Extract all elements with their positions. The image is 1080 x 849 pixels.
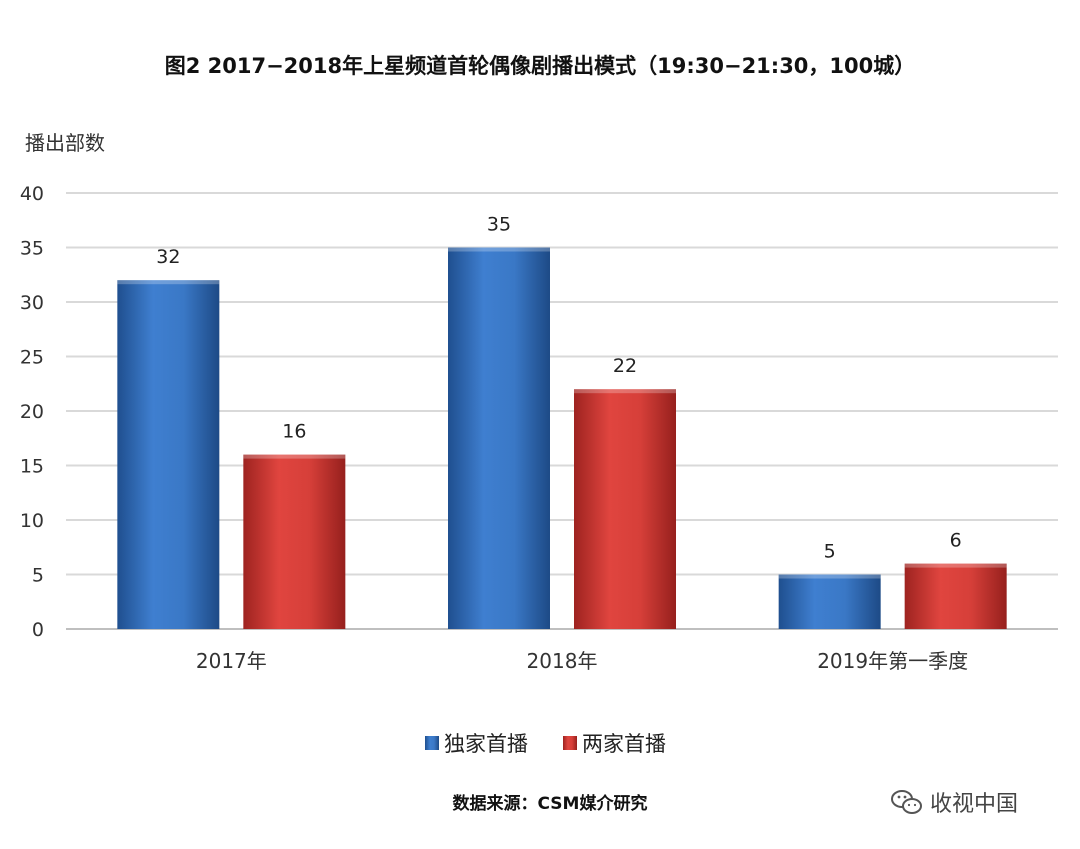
data-label: 32	[156, 246, 180, 268]
bar-dual-2	[574, 389, 676, 629]
bar-highlight	[243, 454, 346, 459]
data-labels: 32 16 35 22 5 6	[156, 214, 961, 563]
y-tick-label: 30	[20, 292, 44, 314]
y-tick-label: 35	[20, 238, 44, 260]
data-label: 35	[487, 214, 511, 236]
data-label: 5	[824, 541, 836, 563]
bar-dual-3	[904, 563, 1007, 629]
watermark-text: 收视中国	[930, 792, 1018, 817]
y-tick-label: 40	[20, 183, 44, 205]
y-tick-label: 0	[32, 619, 44, 641]
gridlines	[66, 192, 1058, 630]
bars	[117, 247, 1007, 629]
watermark: 收视中国	[891, 790, 1018, 817]
legend-swatch	[563, 736, 577, 750]
category-label: 2018年	[527, 649, 598, 673]
bar-exclusive-2	[448, 247, 550, 629]
legend-swatch	[425, 736, 439, 750]
y-tick-label: 15	[20, 456, 44, 478]
wechat-icon	[891, 790, 922, 814]
legend: 独家首播 两家首播	[425, 732, 666, 756]
y-tick-label: 20	[20, 401, 44, 423]
data-label: 22	[613, 355, 637, 377]
y-tick-label: 5	[32, 565, 44, 587]
legend-label: 独家首播	[444, 732, 528, 756]
category-labels: 2017年 2018年 2019年第一季度	[196, 649, 968, 673]
bar-dual-1	[243, 454, 346, 629]
bar-exclusive-3	[778, 574, 881, 629]
legend-label: 两家首播	[582, 732, 666, 756]
category-label: 2019年第一季度	[817, 649, 968, 673]
y-tick-label: 10	[20, 510, 44, 532]
y-tick-labels: 0 5 10 15 20 25 30 35 40	[20, 183, 44, 641]
bar-highlight	[574, 389, 676, 394]
bar-highlight	[778, 574, 881, 579]
bar-highlight	[117, 280, 220, 285]
source-note: 数据来源：CSM媒介研究	[453, 793, 648, 814]
bar-exclusive-1	[117, 280, 220, 629]
bar-highlight	[904, 563, 1007, 568]
y-tick-label: 25	[20, 347, 44, 369]
chart-title: 图2 2017−2018年上星频道首轮偶像剧播出模式（19:30−21:30，1…	[165, 54, 916, 78]
category-label: 2017年	[196, 649, 267, 673]
bar-highlight	[448, 247, 550, 252]
data-label: 16	[282, 421, 306, 443]
y-axis-label: 播出部数	[25, 131, 105, 155]
data-label: 6	[950, 530, 962, 552]
